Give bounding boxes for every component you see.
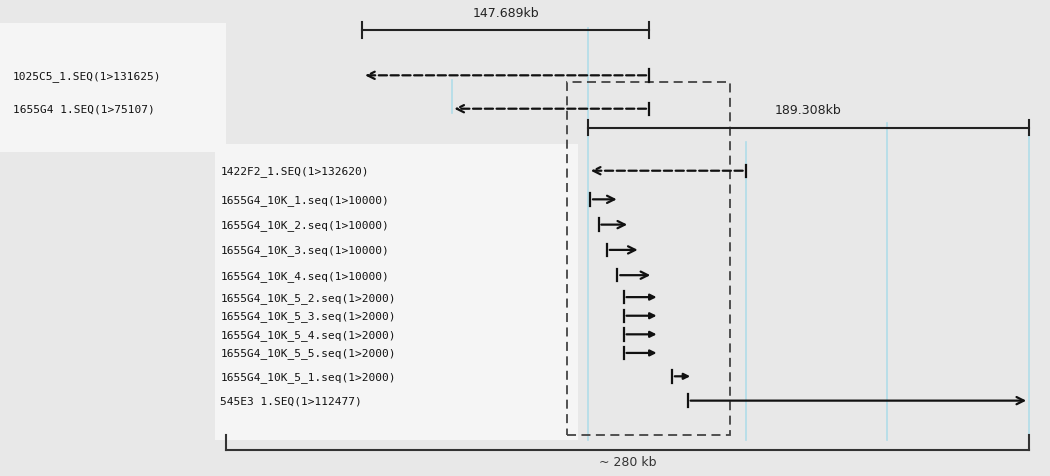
Text: ~ 280 kb: ~ 280 kb: [598, 456, 656, 468]
Text: 1655G4_10K_5_4.seq(1>2000): 1655G4_10K_5_4.seq(1>2000): [220, 329, 396, 340]
Text: 1655G4_10K_5_1.seq(1>2000): 1655G4_10K_5_1.seq(1>2000): [220, 371, 396, 382]
Text: 1025C5_1.SEQ(1>131625): 1025C5_1.SEQ(1>131625): [13, 71, 161, 81]
Text: 147.689kb: 147.689kb: [472, 7, 539, 20]
Text: 1655G4_10K_2.seq(1>10000): 1655G4_10K_2.seq(1>10000): [220, 220, 390, 230]
Text: 1655G4 1.SEQ(1>75107): 1655G4 1.SEQ(1>75107): [13, 105, 154, 114]
Text: 1655G4_10K_1.seq(1>10000): 1655G4_10K_1.seq(1>10000): [220, 195, 390, 205]
Text: 545E3 1.SEQ(1>112477): 545E3 1.SEQ(1>112477): [220, 396, 362, 406]
Text: 189.308kb: 189.308kb: [775, 104, 842, 117]
Text: 1655G4_10K_4.seq(1>10000): 1655G4_10K_4.seq(1>10000): [220, 270, 390, 281]
Bar: [215, 145, 578, 440]
Text: 1422F2_1.SEQ(1>132620): 1422F2_1.SEQ(1>132620): [220, 166, 369, 177]
Bar: [0, 24, 226, 152]
Text: 1655G4_10K_5_2.seq(1>2000): 1655G4_10K_5_2.seq(1>2000): [220, 292, 396, 303]
Text: 1655G4_10K_3.seq(1>10000): 1655G4_10K_3.seq(1>10000): [220, 245, 390, 256]
Text: 1655G4_10K_5_3.seq(1>2000): 1655G4_10K_5_3.seq(1>2000): [220, 311, 396, 321]
Text: 1655G4_10K_5_5.seq(1>2000): 1655G4_10K_5_5.seq(1>2000): [220, 348, 396, 358]
Bar: [567, 83, 730, 436]
